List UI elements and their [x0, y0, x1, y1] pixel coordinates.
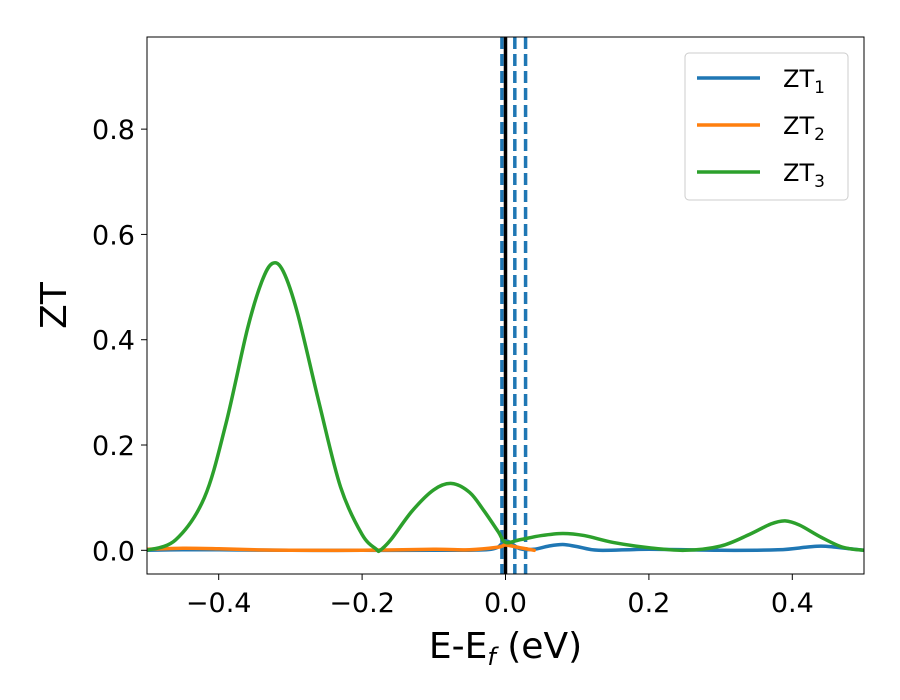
y-tick-label: 0.0 — [92, 536, 135, 567]
y-tick-label: 0.2 — [92, 431, 135, 462]
x-tick-label: −0.4 — [186, 588, 252, 619]
legend: ZT1 ZT2 ZT3 — [684, 52, 849, 201]
x-axis-ticks: −0.4 −0.2 0.0 0.2 0.4 — [186, 574, 814, 619]
vertical-reference-lines — [500, 37, 528, 574]
legend-label-zt1: ZT1 — [783, 65, 825, 98]
x-axis-label-main: E-E — [429, 626, 487, 667]
series-line-zt2 — [147, 543, 536, 553]
x-tick-label: 0.0 — [484, 588, 527, 619]
y-axis-ticks: 0.0 0.2 0.4 0.6 0.8 — [92, 115, 147, 567]
legend-box — [684, 52, 849, 201]
y-tick-label: 0.4 — [92, 326, 135, 357]
x-tick-label: 0.2 — [627, 588, 670, 619]
y-tick-label: 0.8 — [92, 115, 135, 146]
x-tick-label: −0.2 — [329, 588, 395, 619]
legend-label-zt2: ZT2 — [783, 112, 825, 145]
y-tick-label: 0.6 — [92, 220, 135, 251]
x-axis-label-unit: (eV) — [496, 626, 582, 667]
series-line-zt3 — [147, 260, 864, 554]
series-layer — [147, 260, 864, 554]
x-axis-label: E-Ef (eV) — [429, 626, 582, 671]
x-tick-label: 0.4 — [771, 588, 814, 619]
legend-label-zt3: ZT3 — [783, 159, 825, 192]
y-axis-label: ZT — [34, 281, 75, 329]
